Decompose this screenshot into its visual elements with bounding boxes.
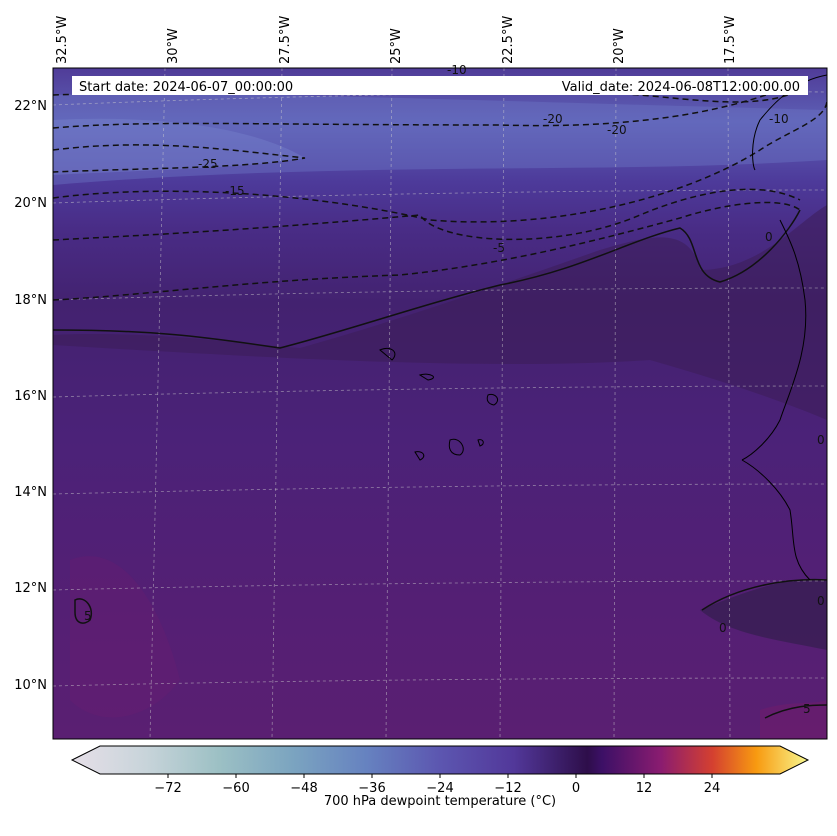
- lat-label: 16°N: [14, 389, 47, 404]
- map-frame: [52, 67, 828, 740]
- contour-label: -20: [543, 112, 563, 126]
- colorbar-ticks: −72 −60 −48 −36 −24 −12 0 12 24: [154, 774, 720, 796]
- contour-label: -5: [493, 241, 505, 255]
- lon-label: 22.5°W: [501, 16, 516, 64]
- lat-label: 12°N: [14, 581, 47, 596]
- contour-label: -10: [447, 63, 467, 77]
- dewpoint-field: [53, 68, 827, 739]
- colorbar-tick-label: −12: [494, 781, 521, 796]
- contour-label: -25: [198, 157, 218, 171]
- contour-label: 0: [817, 433, 825, 447]
- colorbar-tick-label: 24: [704, 781, 721, 796]
- contour-label: 5: [84, 609, 92, 623]
- lat-label: 20°N: [14, 196, 47, 211]
- lon-label: 27.5°W: [278, 16, 293, 64]
- colorbar-tick-label: −36: [358, 781, 385, 796]
- contour-label: 0: [719, 621, 727, 635]
- date-header-box: [72, 76, 808, 95]
- lon-label: 30°W: [166, 28, 181, 64]
- colorbar: −72 −60 −48 −36 −24 −12 0 12 24 700 hPa dewpoint…: [70, 745, 810, 809]
- lat-label: 18°N: [14, 293, 47, 308]
- contour-label: -20: [607, 123, 627, 137]
- colorbar-bar: [70, 745, 810, 775]
- lat-label: 22°N: [14, 99, 47, 114]
- colorbar-title: 700 hPa dewpoint temperature (°C): [324, 794, 556, 809]
- contour-label: 0: [817, 594, 825, 608]
- lon-label: 25°W: [389, 28, 404, 64]
- colorbar-tick-label: 0: [572, 781, 580, 796]
- colorbar-tick-label: 12: [636, 781, 653, 796]
- coastline: [379, 74, 827, 581]
- lat-label: 14°N: [14, 485, 47, 500]
- start-date-label: Start date: 2024-06-07_00:00:00: [79, 80, 293, 95]
- contour-label-group: -10 -20 -20 -10 -25 -15 -5 0 0 0 5 5 0: [84, 63, 825, 716]
- contour-label: 5: [803, 702, 811, 716]
- colorbar-tick-label: −48: [290, 781, 317, 796]
- contour-label: -10: [769, 112, 789, 126]
- colorbar-tick-label: −60: [222, 781, 249, 796]
- lon-label: 32.5°W: [55, 16, 70, 64]
- valid-date-label: Valid_date: 2024-06-08T12:00:00.00: [562, 80, 800, 95]
- lon-label: 20°W: [612, 28, 627, 64]
- colorbar-tick-label: −24: [426, 781, 453, 796]
- longitude-labels: 32.5°W 30°W 27.5°W 25°W 22.5°W 20°W 17.5…: [55, 16, 738, 64]
- contour-label: -15: [225, 184, 245, 198]
- latitude-labels: 22°N 20°N 18°N 16°N 14°N 12°N 10°N: [14, 99, 47, 693]
- lon-label: 17.5°W: [723, 16, 738, 64]
- colorbar-tick-label: −72: [154, 781, 181, 796]
- lat-label: 10°N: [14, 678, 47, 693]
- contour-label: 0: [765, 230, 773, 244]
